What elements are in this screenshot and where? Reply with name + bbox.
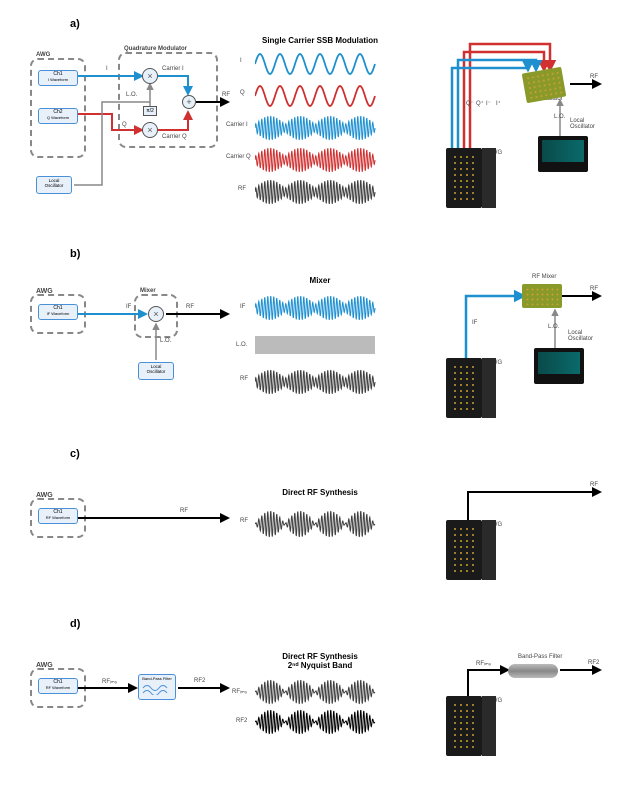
c3-awg-mod (446, 520, 482, 580)
b-LO: L.O. (160, 338, 171, 344)
a-col3: Q⁻ Q⁺ I⁻ I⁺ L.O. RF IQ Modulator AWG Loc… (410, 40, 600, 220)
b3-pcb (522, 284, 562, 308)
c-col1: AWG Ch1 RF Waveform RF (30, 498, 220, 548)
d-RFimg: RFᵢₘ₉ (102, 678, 117, 685)
a-s1: Q (240, 90, 245, 96)
d-s0: RFᵢₘ₉ (232, 688, 247, 695)
row-label-d: d) (70, 618, 80, 630)
c-col2: Direct RF Synthesis RF (250, 488, 390, 558)
a-Q: Q (122, 122, 127, 128)
b-RF: RF (186, 304, 194, 310)
b3-locosc: Local Oscillator (568, 330, 593, 342)
b-hw-wires (410, 268, 618, 418)
a-LO: L.O. (126, 92, 137, 98)
d-waves (255, 678, 385, 748)
a3-RF: RF (590, 74, 598, 80)
a-pi2: π/2 (143, 106, 157, 116)
d3-RFimg: RFᵢₘ₉ (476, 660, 491, 667)
d-wires (30, 668, 230, 728)
a3-Ip: I⁺ (496, 100, 501, 107)
b-waves (255, 290, 385, 410)
c-wires (30, 498, 230, 548)
a-mix-i (142, 68, 158, 84)
d-s1: RF2 (236, 718, 247, 724)
row-label-b: b) (70, 248, 80, 260)
b-col3: IF L.O. RF RF Mixer AWG Local Oscillator (410, 268, 600, 428)
a-col1: AWG Ch1 I Waveform Ch2 Q Waveform Local … (30, 48, 220, 208)
d-col1: AWG Ch1 RF Waveform Band-Pass Filter RFᵢ… (30, 668, 220, 728)
b3-IF: IF (472, 320, 477, 326)
a-I: I (106, 66, 108, 72)
a-wires (30, 48, 230, 208)
d3-awg-mod (446, 696, 482, 756)
row-label-c: c) (70, 448, 80, 460)
c-RF: RF (180, 508, 188, 514)
c-s0: RF (240, 518, 248, 524)
a-s0: I (240, 58, 242, 64)
d-title2: Direct RF Synthesis 2ⁿᵈ Nyquist Band (250, 652, 390, 670)
a-carI: Carrier I (162, 66, 184, 72)
row-b: b) AWG Ch1 IF Waveform Mixer Local Oscil… (0, 248, 618, 428)
c-waves (255, 508, 385, 548)
row-d: d) AWG Ch1 RF Waveform Band-Pass Filter … (0, 618, 618, 778)
row-a: a) AWG Ch1 I Waveform Ch2 Q Waveform Loc… (0, 18, 618, 228)
c3-RF: RF (590, 482, 598, 488)
a3-locosc: Local Oscillator (570, 118, 595, 130)
c-col3: RF AWG (410, 478, 600, 588)
a3-LO: L.O. (554, 114, 565, 120)
b3-osc (534, 348, 584, 384)
a-col2: Single Carrier SSB Modulation I Q Carrie… (250, 36, 390, 226)
a-add (182, 95, 196, 109)
b-IF: IF (126, 304, 131, 310)
a-s3: Carrier Q (226, 154, 251, 160)
a-carQ: Carrier Q (162, 134, 187, 140)
b-wires (30, 294, 230, 414)
row-label-a: a) (70, 18, 80, 30)
a3-Qm: Q⁻ (466, 100, 474, 107)
b3-RF: RF (590, 286, 598, 292)
a3-Im: I⁻ (486, 100, 491, 107)
b3-awg-mod (446, 358, 482, 418)
d-col3: RFᵢₘ₉ RF2 Band-Pass Filter AWG (410, 648, 600, 768)
row-c: c) AWG Ch1 RF Waveform RF Direct RF Synt… (0, 448, 618, 598)
d3-bpf: Band-Pass Filter (518, 654, 562, 660)
d3-cyl (508, 664, 558, 678)
a-s2: Carrier I (226, 122, 248, 128)
a3-osc (538, 136, 588, 172)
a-title2: Single Carrier SSB Modulation (250, 36, 390, 45)
d3-RF2: RF2 (588, 660, 599, 666)
a-mix-q (142, 122, 158, 138)
b-s2: RF (240, 376, 248, 382)
d-col2: Direct RF Synthesis 2ⁿᵈ Nyquist Band RFᵢ… (250, 652, 390, 752)
b-col1: AWG Ch1 IF Waveform Mixer Local Oscillat… (30, 294, 220, 414)
d-RF2: RF2 (194, 678, 205, 684)
b3-LO: L.O. (548, 324, 559, 330)
a-RF: RF (222, 92, 230, 98)
a3-awg-mod (446, 148, 482, 208)
b-title2: Mixer (250, 276, 390, 285)
b-s0: IF (240, 304, 245, 310)
c-hw-wires (410, 478, 618, 628)
b-col2: Mixer IF L.O. RF (250, 276, 390, 416)
c-title2: Direct RF Synthesis (250, 488, 390, 497)
a-waves (255, 50, 385, 220)
b3-rfm: RF Mixer (532, 274, 556, 280)
b-s1: L.O. (236, 342, 247, 348)
a3-Qp: Q⁺ (476, 100, 484, 107)
a-s4: RF (238, 186, 246, 192)
